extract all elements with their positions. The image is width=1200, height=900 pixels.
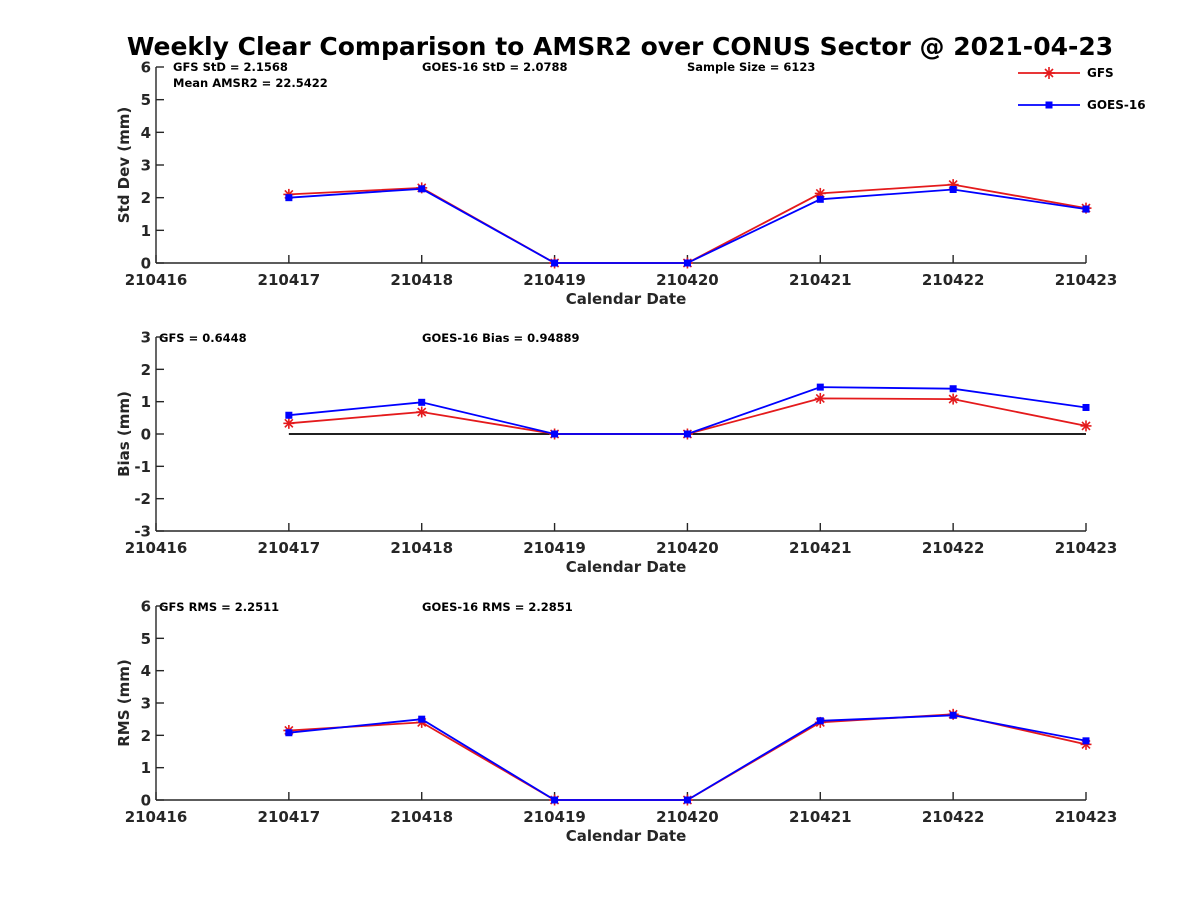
rms-xtick-label: 210419 (523, 808, 586, 826)
gfs-bias-annotation: GFS = 0.6448 (159, 331, 247, 345)
rms-y-axis-label: RMS (mm) (115, 659, 133, 746)
rms-xtick-label: 210417 (258, 808, 321, 826)
bias-goes16-point (551, 430, 559, 438)
rms-xtick-label: 210422 (922, 808, 985, 826)
rms-ytick-label: 3 (141, 695, 151, 713)
bias-ytick-label: 2 (141, 361, 151, 379)
rms-ytick-label: 6 (141, 598, 151, 616)
bias-xtick-label: 210419 (523, 539, 586, 557)
bias-gfs-point (947, 393, 959, 405)
std-dev-xtick-label: 210423 (1055, 271, 1118, 289)
rms-xtick-label: 210418 (390, 808, 453, 826)
rms-goes16-point (285, 729, 293, 737)
bias-y-axis-label: Bias (mm) (115, 391, 133, 477)
rms-panel: GFS RMS = 2.2511 GOES-16 RMS = 2.2851 0 1… (115, 598, 1117, 846)
bias-xtick-label: 210416 (125, 539, 188, 557)
std-dev-goes16-point (1082, 205, 1090, 213)
bias-x-axis-label: Calendar Date (566, 558, 687, 576)
std-dev-goes16-point (816, 195, 824, 203)
legend-goes16-marker (1045, 101, 1053, 109)
std-dev-xtick-label: 210418 (390, 271, 453, 289)
bias-ytick-label: -3 (134, 523, 151, 541)
bias-goes16-point (816, 383, 824, 391)
bias-ytick-label: 1 (141, 393, 151, 411)
gfs-rms-annotation: GFS RMS = 2.2511 (159, 600, 279, 614)
bias-goes16-point (949, 385, 957, 393)
bias-gfs-point (283, 417, 295, 429)
bias-goes16-point (418, 398, 426, 406)
bias-panel: GFS = 0.6448 GOES-16 Bias = 0.94889 -3 -2… (115, 329, 1117, 577)
std-dev-goes16-point (551, 259, 559, 267)
std-dev-xtick-label: 210416 (125, 271, 188, 289)
std-dev-goes16-point (418, 185, 426, 193)
bias-gfs-point (1080, 420, 1092, 432)
mean-amsr2-annotation: Mean AMSR2 = 22.5422 (173, 76, 328, 90)
bias-xtick-label: 210418 (390, 539, 453, 557)
std-dev-xtick-label: 210417 (258, 271, 321, 289)
rms-x-axis-label: Calendar Date (566, 827, 687, 845)
rms-ytick-label: 0 (141, 792, 151, 810)
bias-ytick-label: 0 (141, 426, 151, 444)
std-dev-goes16-point (949, 186, 957, 193)
goes16-rms-annotation: GOES-16 RMS = 2.2851 (422, 600, 573, 614)
std-dev-x-axis-label: Calendar Date (566, 290, 687, 308)
std-dev-xtick-label: 210420 (656, 271, 719, 289)
rms-ytick-label: 1 (141, 759, 151, 777)
bias-ytick-label: -2 (134, 490, 151, 508)
bias-goes16-point (1082, 403, 1090, 411)
bias-xtick-label: 210420 (656, 539, 719, 557)
rms-ytick-label: 5 (141, 630, 151, 648)
std-dev-ytick-label: 5 (141, 91, 151, 109)
gfs-std-annotation: GFS StD = 2.1568 (173, 60, 288, 74)
std-dev-ytick-label: 4 (141, 124, 151, 142)
bias-gfs-point (416, 406, 428, 418)
std-dev-panel: GFS StD = 2.1568 GOES-16 StD = 2.0788 Sa… (115, 59, 1117, 309)
rms-goes16-point (1082, 737, 1090, 745)
rms-xtick-label: 210416 (125, 808, 188, 826)
bias-xtick-label: 210423 (1055, 539, 1118, 557)
std-dev-ytick-label: 2 (141, 189, 151, 207)
bias-xtick-label: 210422 (922, 539, 985, 557)
std-dev-xtick-label: 210419 (523, 271, 586, 289)
std-dev-ytick-label: 6 (141, 59, 151, 77)
rms-ytick-label: 2 (141, 727, 151, 745)
legend-gfs-marker (1043, 67, 1055, 79)
rms-xtick-label: 210421 (789, 808, 852, 826)
rms-xtick-label: 210423 (1055, 808, 1118, 826)
std-dev-ytick-label: 3 (141, 157, 151, 175)
legend: GFS GOES-16 (1018, 66, 1146, 112)
bias-ytick-label: -1 (134, 458, 151, 476)
std-dev-ytick-label: 0 (141, 255, 151, 273)
sample-size-annotation: Sample Size = 6123 (687, 60, 815, 74)
std-dev-ytick-label: 1 (141, 222, 151, 240)
bias-goes16-point (683, 430, 691, 438)
std-dev-xtick-label: 210422 (922, 271, 985, 289)
bias-xtick-label: 210421 (789, 539, 852, 557)
bias-goes16-point (285, 411, 293, 419)
rms-goes16-point (949, 711, 957, 719)
legend-goes16-label: GOES-16 (1087, 98, 1146, 112)
legend-gfs-label: GFS (1087, 66, 1114, 80)
chart-title: Weekly Clear Comparison to AMSR2 over CO… (127, 32, 1113, 61)
rms-goes16-point (418, 715, 426, 723)
rms-xtick-label: 210420 (656, 808, 719, 826)
rms-goes16-point (683, 796, 691, 804)
rms-goes16-point (551, 796, 559, 804)
bias-xtick-label: 210417 (258, 539, 321, 557)
rms-ytick-label: 4 (141, 662, 151, 680)
goes16-std-annotation: GOES-16 StD = 2.0788 (422, 60, 567, 74)
std-dev-goes16-point (683, 259, 691, 267)
std-dev-y-axis-label: Std Dev (mm) (115, 107, 133, 224)
bias-gfs-point (814, 392, 826, 404)
std-dev-goes16-point (285, 194, 293, 202)
std-dev-xtick-label: 210421 (789, 271, 852, 289)
goes16-bias-annotation: GOES-16 Bias = 0.94889 (422, 331, 579, 345)
bias-ytick-label: 3 (141, 329, 151, 347)
rms-goes16-point (816, 717, 824, 725)
